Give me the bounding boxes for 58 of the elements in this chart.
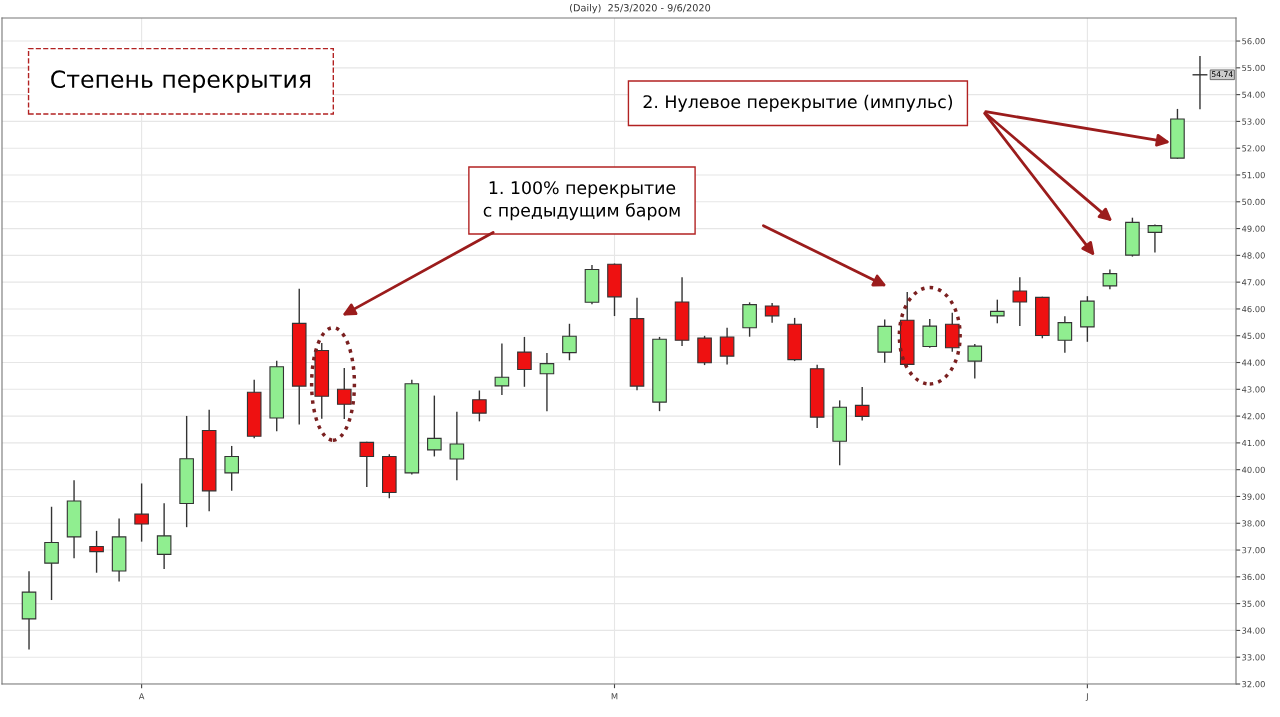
y-tick-label: 44.00 bbox=[1241, 359, 1265, 366]
candlestick bbox=[764, 302, 780, 323]
y-tick-label: 38.00 bbox=[1242, 520, 1265, 527]
candlestick bbox=[1147, 224, 1163, 253]
y-tick-label: 52.00 bbox=[1242, 145, 1265, 152]
y-tick-label: 43.00 bbox=[1241, 386, 1265, 393]
candlestick bbox=[922, 318, 938, 348]
y-tick-label: 51.00 bbox=[1242, 171, 1265, 179]
x-tick-label: A bbox=[138, 693, 145, 700]
candlestick bbox=[989, 299, 1005, 324]
y-tick-label: 33.00 bbox=[1242, 654, 1265, 661]
x-tick-label: M bbox=[611, 693, 618, 700]
candlestick bbox=[44, 506, 59, 601]
candlestick bbox=[359, 441, 375, 487]
chart-title: (Daily) 25/3/2020 - 9/6/2020 bbox=[570, 3, 711, 14]
y-tick-label: 53.00 bbox=[1242, 118, 1265, 125]
candlestick bbox=[494, 343, 510, 396]
annotation: 1. 100% перекрытие с предыдущим баром bbox=[483, 181, 680, 221]
annotation: 2. Нулевое перекрытие (импульс) bbox=[643, 94, 953, 112]
candlestick bbox=[449, 411, 465, 481]
candlestick bbox=[944, 312, 960, 352]
y-tick-label: 36.00 bbox=[1242, 573, 1265, 581]
candlestick bbox=[1012, 277, 1028, 326]
candlestick bbox=[134, 483, 149, 542]
candlestick bbox=[967, 343, 983, 379]
candlestick bbox=[224, 445, 239, 491]
y-tick-label: 32.00 bbox=[1242, 680, 1265, 688]
candlestick bbox=[427, 395, 442, 457]
candlestick bbox=[472, 390, 487, 422]
y-tick-label: 40.00 bbox=[1241, 466, 1265, 473]
candlestick bbox=[719, 327, 735, 365]
annotation: Степень перекрытия bbox=[51, 70, 311, 93]
y-tick-label: 39.00 bbox=[1242, 493, 1265, 500]
x-tick-label: J bbox=[1085, 693, 1088, 702]
y-tick-label: 55.00 bbox=[1242, 64, 1265, 72]
y-tick-label: 41.00 bbox=[1241, 439, 1265, 447]
candlestick bbox=[1102, 269, 1118, 290]
y-tick-label: 47.00 bbox=[1241, 279, 1265, 286]
candlestick bbox=[156, 503, 172, 569]
y-tick-label: 46.00 bbox=[1241, 305, 1265, 313]
y-tick-label: 50.00 bbox=[1242, 198, 1265, 206]
candlestick bbox=[742, 302, 757, 337]
candlestick bbox=[336, 367, 352, 419]
candlestick bbox=[517, 336, 532, 387]
y-tick-label: 45.00 bbox=[1241, 332, 1265, 340]
y-tick-label: 42.00 bbox=[1241, 413, 1265, 420]
candlestick bbox=[89, 530, 104, 573]
y-tick-label: 48.00 bbox=[1241, 252, 1265, 259]
y-tick-label: 37.00 bbox=[1242, 547, 1265, 554]
candlestick bbox=[562, 323, 577, 361]
y-tick-label: 49.00 bbox=[1241, 225, 1265, 232]
y-tick-label: 35.00 bbox=[1242, 600, 1265, 607]
y-tick-label: 34.00 bbox=[1242, 627, 1265, 634]
y-tick-label: 54.00 bbox=[1242, 91, 1265, 98]
candlestick bbox=[539, 352, 555, 412]
candlestick bbox=[854, 387, 870, 421]
candlestick bbox=[1057, 316, 1073, 353]
y-tick-label: 56.00 bbox=[1242, 38, 1265, 45]
